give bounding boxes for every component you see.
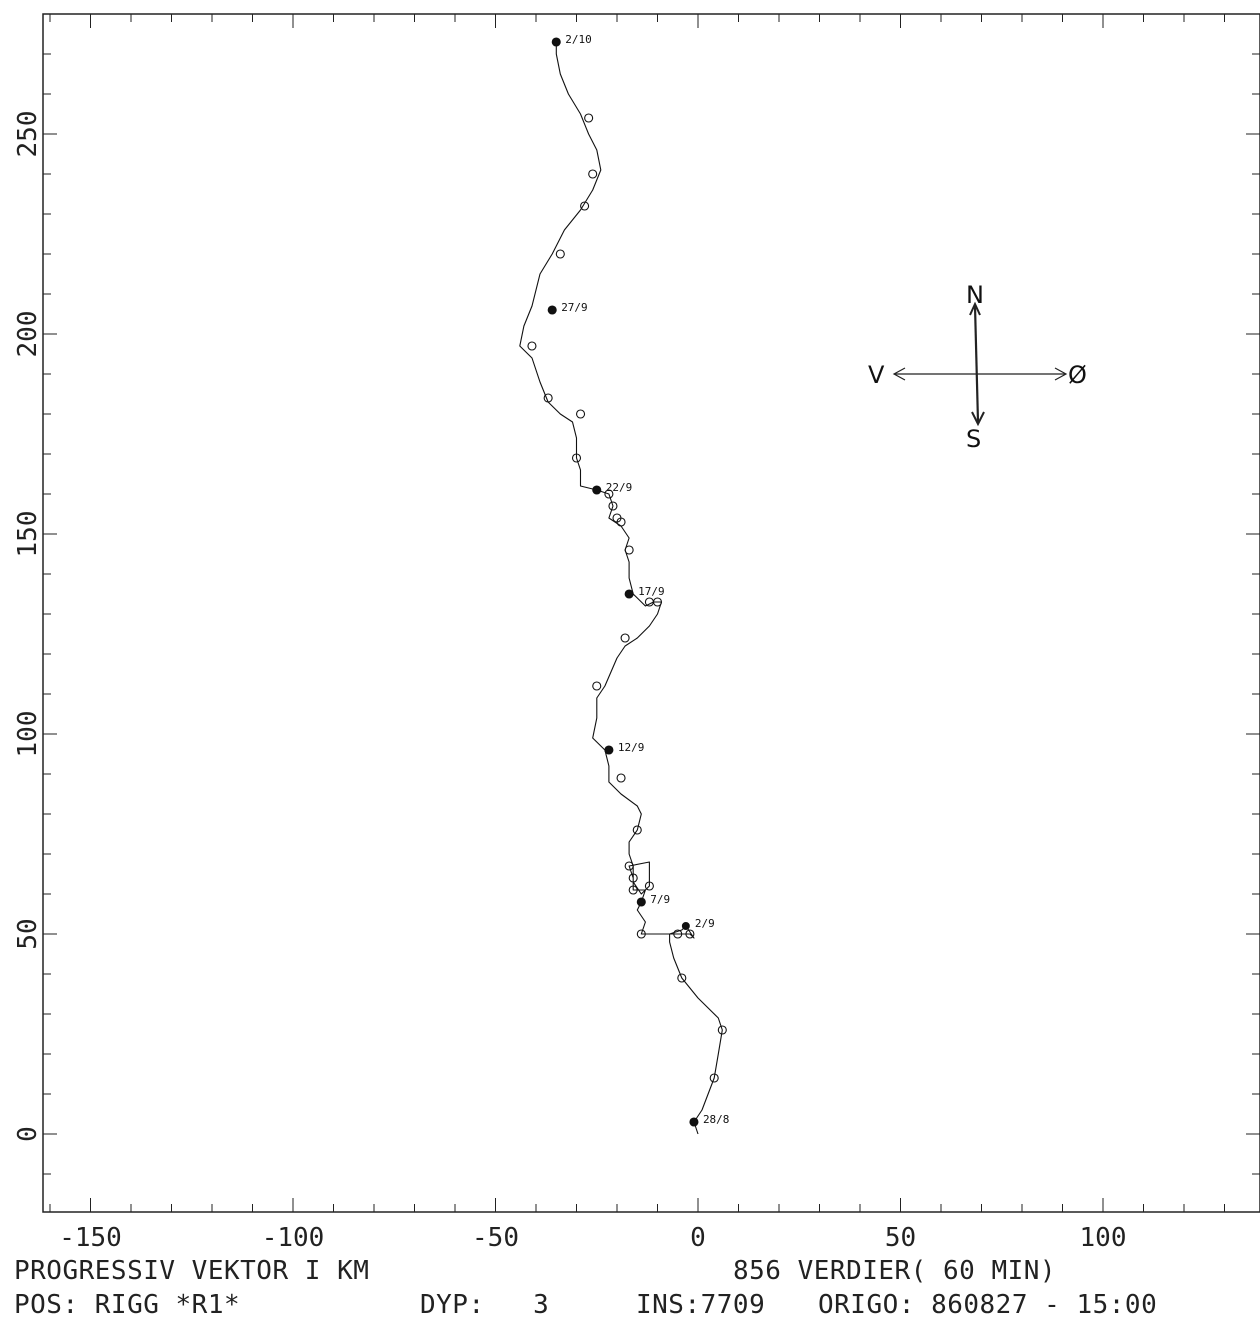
track-marker [636,929,646,939]
track-marker [592,681,602,691]
track-marker [571,453,582,463]
caption-origin: ORIGO: 860827 - 15:00 [818,1290,1158,1320]
track-line [519,42,723,1135]
track-marker [685,929,695,939]
date-marker [592,486,601,494]
date-label: 12/9 [618,741,645,754]
plot-frame [42,13,1260,1213]
compass-south-arrowhead [971,411,985,427]
track-marker [677,973,687,983]
compass-rose: N S V Ø [868,281,1087,453]
track-marker [575,409,586,419]
track-marker [632,825,642,835]
track-marker [543,393,553,403]
track-marker [644,597,654,607]
compass-west-label: V [868,361,885,389]
track-marker [580,201,590,211]
caption-line-1-right: 856 VERDIER( 60 MIN) [733,1256,1057,1286]
track-marker [644,881,654,891]
date-label: 2/10 [565,33,592,46]
track-marker [624,861,634,871]
track-marker [628,885,638,895]
date-label: 2/9 [695,917,715,930]
track-marker [620,633,630,643]
track-marker [717,1025,727,1035]
position-markers [527,37,727,1127]
date-marker [689,1118,698,1126]
date-marker [552,38,561,46]
x-tick-label: -150 [59,1223,122,1253]
axis-tick-labels: -150 -100 -50 0 50 100 0 50 100 150 200 250 [13,111,1126,1253]
x-tick-label: -100 [262,1223,325,1253]
compass-west-arrowhead [892,367,906,381]
track-marker [588,169,598,179]
track-marker [673,929,683,939]
y-tick-label: 100 [13,711,43,758]
track-marker [616,773,626,783]
compass-south-label: S [966,425,981,453]
x-tick-label: 100 [1080,1223,1127,1253]
track-marker [628,873,638,883]
track-marker [709,1073,719,1083]
y-tick-label: 250 [13,111,43,158]
compass-east-arrowhead [1054,367,1068,381]
caption-position: POS: RIGG *R1* [14,1290,241,1320]
x-tick-label: 0 [690,1223,706,1253]
track-marker [604,489,614,499]
y-tick-label: 150 [13,511,43,558]
date-annotations: 2/10 27/9 22/9 17/9 12/9 7/9 2/9 28/8 [548,33,730,1126]
date-label: 22/9 [606,481,633,494]
y-tick-label: 50 [13,918,43,949]
date-label: 28/8 [703,1113,730,1126]
track-marker [608,501,618,511]
compass-ns-line [973,305,980,423]
caption-line-1-left: PROGRESSIV VEKTOR I KM [14,1256,370,1286]
track-marker [555,249,565,259]
track-marker [527,341,537,351]
progressive-vector-track [519,42,723,1135]
date-label: 17/9 [638,585,665,598]
date-marker [625,590,634,598]
x-tick-label: -50 [472,1223,519,1253]
track-marker [652,597,663,607]
date-marker [548,306,557,314]
caption-depth: DYP: 3 [420,1290,550,1320]
y-tick-label: 200 [13,311,43,358]
axis-ticks [43,13,1260,1212]
date-marker [604,746,613,754]
date-marker [681,922,690,930]
date-label: 7/9 [650,893,670,906]
compass-north-label: N [966,281,984,309]
date-marker [637,898,646,906]
y-tick-label: 0 [13,1126,43,1142]
track-marker [612,513,622,523]
date-label: 27/9 [561,301,588,314]
compass-east-label: Ø [1068,361,1087,389]
track-marker [624,545,634,555]
compass-north-arrowhead [969,301,981,316]
caption-instrument: INS:7709 [636,1290,766,1320]
track-marker [584,113,594,123]
x-tick-label: 50 [885,1223,916,1253]
